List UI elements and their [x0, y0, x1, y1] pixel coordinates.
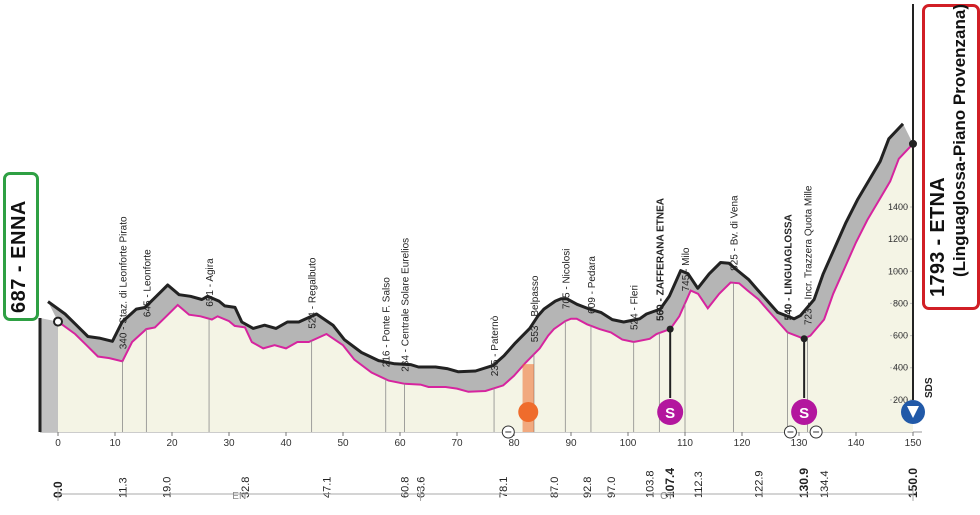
km-mark-label: 78.1 — [498, 477, 510, 498]
start-label-box: 687 - ENNA — [3, 172, 39, 321]
km-mark-label: 107.4 — [663, 468, 677, 498]
km-mark-label: 19.0 — [161, 477, 173, 498]
place-label: 651 - Agira — [205, 258, 216, 307]
km-mark-label: 87.0 — [549, 477, 561, 498]
start-title: 687 - ENNA — [8, 200, 31, 313]
place-label: 216 - Ponte F. Salso — [382, 277, 393, 367]
x-tick-label: 90 — [565, 438, 577, 449]
km-mark-label: 60.8 — [400, 477, 412, 498]
start-point — [53, 316, 63, 327]
place-label: 340 - Staz. di Leonforte Pirato — [118, 216, 129, 349]
km-mark-label: 103.8 — [645, 470, 657, 498]
place-label: 235 - Paternò — [490, 315, 501, 376]
x-tick-label: 150 — [905, 438, 922, 449]
finish-name: ETNA — [927, 176, 949, 233]
place-label: 609 - Pedara — [587, 256, 598, 314]
x-tick-label: 60 — [394, 438, 406, 449]
start-separator: - — [8, 258, 30, 279]
finish-label-box: 1793 - ETNA (Linguaglossa-Piano Provenza… — [922, 4, 980, 310]
start-name: ENNA — [8, 200, 30, 259]
sprint-icon — [657, 399, 684, 425]
x-tick-label: 130 — [791, 438, 808, 449]
x-tick-label: 100 — [620, 438, 637, 449]
place-label: 524 - Fleri — [630, 285, 641, 330]
y-tick-label: 800 — [893, 298, 908, 308]
start-altitude: 687 — [8, 278, 30, 313]
x-tick-label: 120 — [734, 438, 751, 449]
y-tick-label: 1400 — [888, 202, 908, 212]
x-tick-label: 0 — [55, 438, 61, 449]
terrain-area — [58, 143, 913, 433]
province-label: EN — [232, 491, 246, 502]
place-label: 540 - LINGUAGLOSSA — [784, 214, 795, 320]
sprint-icon-symbol: S — [799, 405, 809, 422]
place-label: 723 - Incr. Trazzera Quota Mille — [804, 185, 815, 325]
finish-marker-label: SDS — [924, 377, 935, 398]
finish-subtitle: (Linguaglossa-Piano Provenzana) — [950, 4, 969, 277]
finish-marker-triangle — [907, 406, 919, 418]
y-tick-label: 400 — [893, 363, 908, 373]
place-label: 825 - Bv. di Vena — [729, 195, 740, 271]
profile-line — [57, 143, 914, 393]
km-mark-label: 32.8 — [240, 477, 252, 498]
x-tick-label: 110 — [677, 438, 693, 449]
km-mark-label: 97.0 — [606, 477, 618, 498]
place-label: 560 - ZAFFERANA ETNEA — [655, 198, 666, 321]
km-mark-label: 122.9 — [754, 470, 766, 498]
km-mark-label: 150.0 — [906, 468, 920, 498]
y-tick-label: 1000 — [888, 266, 908, 276]
finish-title: 1793 - ETNA — [927, 177, 950, 297]
km-mark-label: 92.8 — [582, 477, 594, 498]
province-label: CT — [660, 491, 673, 502]
x-tick-label: 80 — [508, 438, 520, 449]
place-label: 705 - Nicolosi — [561, 249, 572, 310]
x-tick-label: 40 — [280, 438, 292, 449]
ridge-top-edge — [47, 122, 905, 374]
finish-separator: - — [927, 232, 949, 252]
feed-zone-icon — [518, 402, 539, 422]
feed-zone-band — [522, 364, 534, 432]
finish-altitude: 1793 — [927, 251, 949, 297]
y-tick-label: 1200 — [888, 234, 908, 244]
sprint-icon — [791, 399, 818, 425]
x-tick-label: 20 — [166, 438, 178, 449]
place-label: 524 - Regalbuto — [308, 257, 319, 329]
start-cliff — [40, 318, 58, 432]
x-tick-label: 10 — [109, 438, 121, 449]
sprint-icon-symbol: S — [665, 405, 675, 422]
km-mark-label: 63.6 — [416, 477, 428, 498]
km-mark-label: 134.4 — [819, 470, 831, 498]
x-tick-label: 140 — [848, 438, 865, 449]
km-mark-label: 47.1 — [321, 477, 333, 498]
place-label: 645 - Leonforte — [142, 249, 153, 317]
place-label: 745 - Milo — [681, 247, 692, 291]
x-tick-label: 50 — [337, 438, 349, 449]
y-tick-label: 600 — [893, 331, 908, 341]
place-label: 553 - Belpasso — [530, 275, 541, 342]
km-mark-label: 130.9 — [797, 468, 811, 498]
km-mark-label: 11.3 — [117, 477, 129, 498]
x-tick-label: 30 — [223, 438, 235, 449]
x-tick-label: 70 — [451, 438, 463, 449]
km-mark-label: 112.3 — [693, 471, 705, 498]
y-tick-label: 200 — [893, 395, 908, 405]
place-label: 234 - Centrale Solare Eurelios — [401, 238, 412, 372]
